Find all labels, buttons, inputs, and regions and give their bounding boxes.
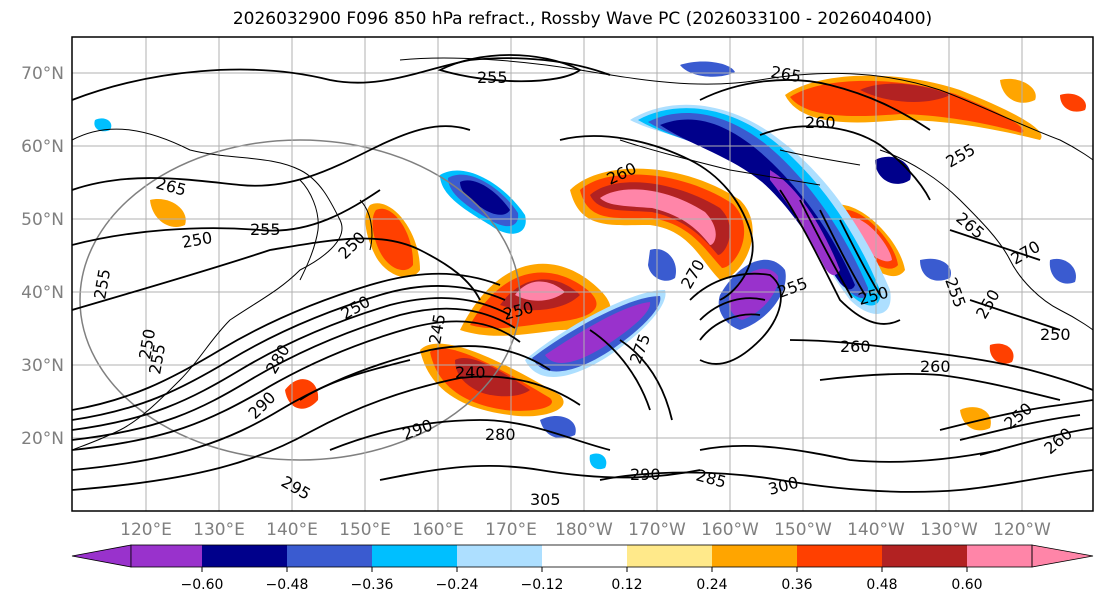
negative-anomaly-blob: [94, 118, 112, 132]
colorbar-bin: [202, 545, 287, 567]
positive-anomaly-blob: [860, 83, 950, 102]
colorbar-ticks: [201, 567, 968, 572]
colorbar-bin: [457, 545, 542, 567]
positive-anomaly-blob: [372, 208, 414, 271]
colorbar-bin: [712, 545, 797, 567]
filled-contours: [94, 61, 1086, 470]
lat-label-20n: 20°N: [21, 429, 64, 449]
positive-anomaly-blob: [960, 407, 991, 431]
colorbar-frame: [130, 544, 1033, 568]
negative-anomaly-blob: [648, 249, 676, 281]
positive-anomaly-blob: [150, 199, 186, 228]
lon-label-160e: 160°E: [412, 520, 464, 540]
lon-label-150w: 150°W: [774, 520, 832, 540]
negative-anomaly-blob: [770, 170, 840, 276]
contour-label: 240: [455, 363, 486, 382]
colorbar-tick-label: −0.12: [521, 577, 564, 593]
colorbar-tick-label: 0.24: [696, 577, 727, 593]
positive-anomaly-blob: [515, 281, 565, 301]
positive-anomaly-blob: [790, 80, 1024, 133]
lon-label-130w: 130°W: [920, 520, 978, 540]
positive-anomaly-blob: [600, 189, 716, 245]
isolines: [72, 54, 1093, 493]
colorbar-upper-extension: [1031, 544, 1094, 568]
colorbar-tick-label: −0.60: [181, 577, 224, 593]
contour-label: 305: [530, 490, 561, 509]
colorbar-lower-extension: [71, 544, 132, 568]
figure-title: 2026032900 F096 850 hPa refract., Rossby…: [232, 9, 933, 29]
contour-label: 250: [1040, 325, 1071, 344]
lon-label-160w: 160°W: [701, 520, 759, 540]
lon-label-150e: 150°E: [339, 520, 391, 540]
longitude-labels: 120°E 130°E 140°E 150°E 160°E 170°E 180°…: [120, 520, 1051, 540]
lon-label-140w: 140°W: [847, 520, 905, 540]
negative-anomaly-blob: [589, 453, 607, 470]
colorbar: −0.60 −0.48 −0.36 −0.24 −0.12 0.12 0.24 …: [71, 544, 1094, 593]
lat-label-70n: 70°N: [21, 64, 64, 84]
lat-label-30n: 30°N: [21, 356, 64, 376]
lat-label-50n: 50°N: [21, 210, 64, 230]
projection-outline: [79, 139, 521, 461]
lon-label-130e: 130°E: [193, 520, 245, 540]
lat-label-40n: 40°N: [21, 283, 64, 303]
colorbar-tick-label: −0.36: [351, 577, 394, 593]
colorbar-bin: [797, 545, 882, 567]
negative-anomaly-blob: [545, 302, 651, 363]
map-frame: [71, 36, 1094, 512]
colorbar-bin: [287, 545, 372, 567]
positive-anomaly-blob: [1060, 93, 1086, 112]
map-content: [72, 37, 1093, 511]
lon-label-120e: 120°E: [120, 520, 172, 540]
colorbar-bin: [882, 545, 967, 567]
lon-label-120w: 120°W: [993, 520, 1051, 540]
colorbar-tick-label: −0.24: [436, 577, 479, 593]
lat-label-60n: 60°N: [21, 137, 64, 157]
lon-label-180w: 180°W: [555, 520, 613, 540]
positive-anomaly-blob: [989, 343, 1014, 364]
contour-label: 280: [485, 425, 516, 444]
colorbar-bin: [131, 545, 202, 567]
negative-anomaly-blob: [920, 258, 951, 281]
map-panel: [71, 36, 1094, 512]
negative-anomaly-blob: [460, 180, 510, 215]
positive-anomaly-blob: [1000, 78, 1036, 103]
contour-label: 290: [630, 465, 661, 484]
contour-label: 260: [840, 337, 871, 356]
colorbar-bin: [372, 545, 457, 567]
colorbar-bin: [967, 545, 1032, 567]
coastlines: [72, 57, 1093, 451]
contour-label: 255: [477, 68, 508, 87]
lon-label-170e: 170°E: [485, 520, 537, 540]
colorbar-bin: [627, 545, 712, 567]
contour-label: 260: [805, 113, 836, 132]
lon-label-140e: 140°E: [266, 520, 318, 540]
colorbar-tick-label: 0.60: [951, 577, 982, 593]
contour-label: 260: [920, 357, 951, 376]
colorbar-tick-label: 0.36: [781, 577, 812, 593]
contour-label: 255: [250, 220, 281, 239]
colorbar-tick-label: 0.12: [611, 577, 642, 593]
graticule: [72, 37, 1093, 511]
colorbar-tick-label: 0.48: [866, 577, 897, 593]
colorbar-bin: [542, 545, 627, 567]
negative-anomaly-blob: [1049, 258, 1076, 284]
latitude-labels: 70°N 60°N 50°N 40°N 30°N 20°N: [21, 64, 64, 449]
negative-anomaly-blob: [540, 415, 576, 439]
positive-anomaly-blob: [849, 217, 892, 262]
colorbar-tick-label: −0.48: [266, 577, 309, 593]
lon-label-170w: 170°W: [628, 520, 686, 540]
